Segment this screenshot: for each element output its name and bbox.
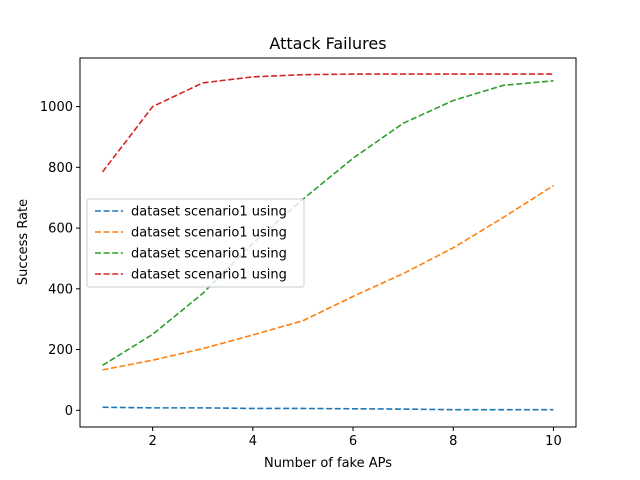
x-axis: 2 4 6 8 10 [149,427,562,449]
legend: dataset scenario1 using dataset scenario1… [86,198,305,288]
legend-label-1: dataset scenario1 using [131,205,287,220]
y-tick-label: 400 [48,282,73,297]
legend-label-2: dataset scenario1 using [131,226,287,241]
x-tick-label: 6 [349,434,357,449]
x-axis-label: Number of fake APs [264,456,392,471]
x-tick-label: 10 [545,434,562,449]
y-axis: 0 200 400 600 800 1000 [40,100,80,419]
legend-label-3: dataset scenario1 using [131,247,287,262]
x-tick-label: 4 [249,434,257,449]
plot-frame [79,57,577,428]
legend-label-4: dataset scenario1 using [131,268,287,283]
y-tick-label: 200 [48,343,73,358]
chart-title: Attack Failures [269,34,386,53]
series-line-4 [101,73,554,173]
y-tick-label: 800 [48,161,73,176]
y-tick-label: 1000 [40,100,73,115]
series-line-3 [102,79,554,367]
y-axis-label: Success Rate [16,199,31,285]
y-tick-label: 0 [65,404,73,419]
series-line-2 [102,184,554,371]
series-line-1 [102,406,554,411]
y-tick-label: 600 [48,222,73,237]
x-tick-label: 8 [449,434,457,449]
x-tick-label: 2 [149,434,157,449]
legend-box [86,198,305,288]
plot-lines [101,73,554,411]
